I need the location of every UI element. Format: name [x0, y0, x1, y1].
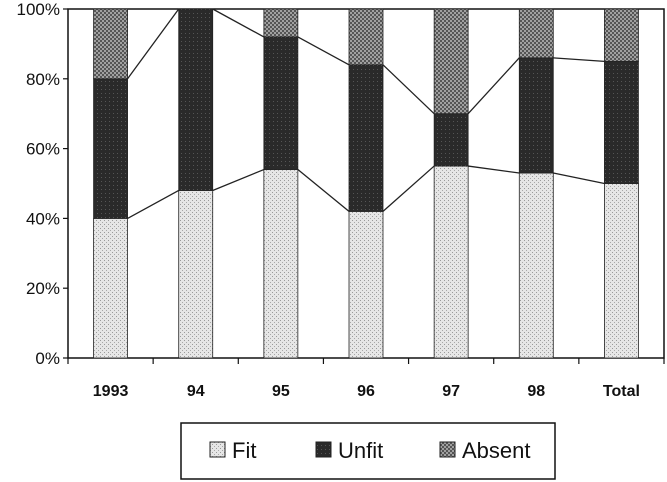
series-line-unfit-3: [382, 64, 435, 115]
series-line-fit-0: [127, 189, 180, 219]
legend-swatch-fit: [209, 441, 226, 458]
bar-fit-94: [178, 190, 214, 359]
y-tick-label: 0%: [35, 349, 60, 368]
bar-fit-total: [604, 183, 639, 359]
series-line-unfit-0: [127, 8, 180, 80]
series-line-unfit-2: [297, 36, 350, 66]
x-category-label: 1993: [93, 383, 129, 400]
legend-label-fit: Fit: [232, 438, 256, 463]
series-line-fit-2: [297, 169, 350, 212]
legend-label-unfit: Unfit: [338, 438, 383, 463]
bar-fit-1993: [93, 217, 128, 359]
x-category-label: 98: [527, 383, 545, 400]
bar-absent-98: [518, 8, 554, 59]
x-axis-category-labels: 1993 94 95 96 97 98 Total: [67, 358, 665, 400]
legend-swatch-absent: [439, 441, 456, 458]
series-line-fit-1: [212, 168, 265, 192]
series-line-unfit-4: [467, 57, 520, 115]
legend: Fit Unfit Absent: [180, 422, 556, 480]
x-category-label: 97: [442, 383, 460, 400]
bar-unfit-1993: [93, 78, 128, 219]
y-tick-label: 20%: [26, 279, 60, 298]
series-line-fit-4: [468, 165, 520, 174]
bar-unfit-total: [604, 60, 639, 184]
y-axis-ticks: [63, 8, 68, 359]
y-tick-label: 80%: [26, 70, 60, 89]
legend-label-absent: Absent: [462, 438, 531, 463]
bar-unfit-97: [433, 113, 469, 167]
bar-fit-96: [348, 211, 384, 359]
bar-absent-97: [433, 8, 469, 115]
bar-fit-98: [518, 172, 554, 359]
bar-absent-96: [348, 8, 384, 66]
x-category-label: 94: [187, 383, 205, 400]
series-line-fit-5: [553, 172, 605, 185]
bar-absent-95: [263, 8, 299, 38]
legend-swatch-unfit: [315, 441, 332, 458]
bar-fit-97: [433, 165, 469, 359]
bar-unfit-94: [178, 8, 214, 191]
bar-unfit-98: [518, 57, 554, 174]
connector-lines: [127, 8, 605, 219]
legend-box: [180, 422, 556, 480]
series-line-fit-3: [382, 165, 435, 212]
x-category-label: 96: [357, 383, 375, 400]
bar-fit-95: [263, 169, 299, 359]
bar-absent-1993: [93, 8, 128, 80]
bar-absent-total: [604, 8, 639, 62]
bars-group: [93, 8, 639, 359]
series-line-unfit-1: [212, 8, 265, 38]
y-axis-tick-labels: 0% 20% 40% 60% 80% 100%: [17, 0, 60, 368]
bar-unfit-96: [348, 64, 384, 212]
bar-unfit-95: [263, 36, 299, 170]
x-category-label: Total: [603, 383, 640, 400]
x-category-label: 95: [272, 383, 290, 400]
y-tick-label: 100%: [17, 0, 60, 19]
y-tick-label: 60%: [26, 140, 60, 159]
series-line-unfit-5: [553, 57, 605, 62]
y-tick-label: 40%: [26, 209, 60, 228]
